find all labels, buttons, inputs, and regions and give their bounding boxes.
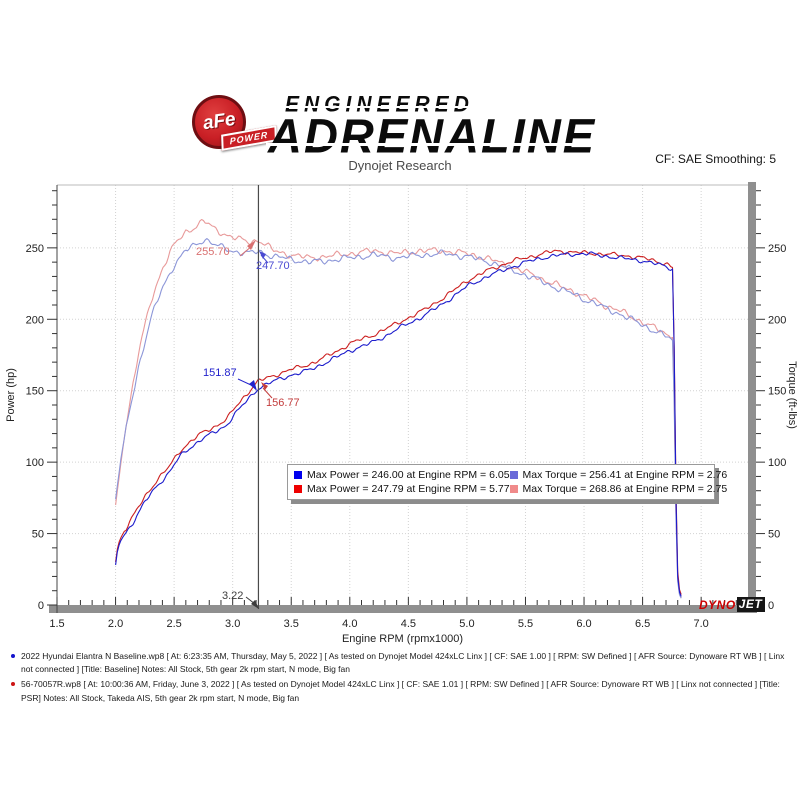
annotation-arrowhead <box>249 380 257 391</box>
annotation-leader <box>262 387 273 399</box>
run-bullet-baseline <box>11 654 15 658</box>
run-info-baseline: 2022 Hyundai Elantra N Baseline.wp8 [ At… <box>8 650 794 676</box>
x-tick-label: 4.0 <box>342 618 357 630</box>
dynojet-watermark-jet: JET <box>736 597 766 612</box>
y-tick-label-right: 150 <box>768 386 786 398</box>
run-info-takeda: 56-70057R.wp8 [ At: 10:00:36 AM, Friday,… <box>8 678 794 704</box>
brand-stencil-slit <box>283 106 473 108</box>
x-tick-label: 4.5 <box>401 618 416 630</box>
annotation-power-baseline-value: 151.87 <box>203 367 237 379</box>
legend-swatch-torque-baseline <box>509 471 518 479</box>
curve-power_baseline <box>115 251 682 597</box>
y-tick-label-left: 0 <box>38 600 44 612</box>
afe-logo: aFe <box>192 95 246 149</box>
legend-entry-max-torque-baseline: Max Torque = 256.41 at Engine RPM = 2.76 <box>509 468 728 482</box>
y-tick-label-right: 100 <box>768 457 786 469</box>
y-tick-label-left: 100 <box>26 457 44 469</box>
curve-power_takeda <box>115 249 682 595</box>
curve-torque_takeda <box>115 218 682 599</box>
annotation-torque-baseline-value: 247.70 <box>256 260 290 272</box>
y-axis-title-left: Power (hp) <box>5 368 17 422</box>
x-tick-label: 3.5 <box>284 618 299 630</box>
run-info-footer: 2022 Hyundai Elantra N Baseline.wp8 [ At… <box>8 650 794 707</box>
legend-swatch-power-takeda <box>294 485 302 493</box>
annotation-arrowhead <box>259 251 266 259</box>
brand-adrenaline: ADRENALINE <box>268 108 597 163</box>
y-tick-label-left: 200 <box>26 314 44 326</box>
dynojet-watermark-dyno: DYNO <box>699 597 736 612</box>
x-tick-label: 3.0 <box>225 618 240 630</box>
right-axis-bar <box>748 182 756 611</box>
afe-power-banner-text: POWER <box>229 129 269 147</box>
x-tick-label: 6.0 <box>576 618 591 630</box>
x-tick-label: 1.5 <box>49 618 64 630</box>
annotation-leader <box>237 378 252 386</box>
legend-label: Max Torque = 268.86 at Engine RPM = 2.75 <box>522 483 728 495</box>
y-tick-label-right: 0 <box>768 600 774 612</box>
x-axis-title: Engine RPM (rpmx1000) <box>342 633 463 645</box>
legend-label: Max Power = 246.00 at Engine RPM = 6.05 <box>307 469 510 481</box>
x-tick-label: 2.0 <box>108 618 123 630</box>
x-tick-label: 7.0 <box>694 618 709 630</box>
y-tick-label-right: 200 <box>768 314 786 326</box>
curve-torque_baseline <box>115 238 682 599</box>
afe-logo-text: aFe <box>201 108 237 135</box>
smoothing-label: CF: SAE Smoothing: 5 <box>655 152 776 166</box>
y-tick-label-left: 250 <box>26 243 44 255</box>
dyno-chart: 1.5 2.0 2.5 3.0 3.5 4.0 4.5 5.0 5.5 6.0 6.5 7.0 Engi… <box>5 182 798 645</box>
annotation-arrowhead <box>251 600 259 609</box>
legend-swatch-torque-takeda <box>509 485 518 493</box>
dynojet-watermark: DYNO JET <box>699 597 766 612</box>
y-tick-label-right: 50 <box>768 529 780 541</box>
legend-entry-max-power-baseline: Max Power = 246.00 at Engine RPM = 6.05 <box>294 468 510 482</box>
legend-entry-max-torque-takeda: Max Torque = 268.86 at Engine RPM = 2.75 <box>509 482 728 496</box>
legend-label: Max Power = 247.79 at Engine RPM = 5.77 <box>307 483 510 495</box>
run-info-text: 56-70057R.wp8 [ At: 10:00:36 AM, Friday,… <box>21 679 780 703</box>
annotation-arrowhead <box>247 240 256 250</box>
annotation-cursor-rpm-value: 3.22 <box>222 590 244 602</box>
x-tick-label: 6.5 <box>635 618 650 630</box>
annotation-power-takeda-value: 156.77 <box>266 397 300 409</box>
run-bullet-takeda <box>11 682 15 687</box>
dynojet-research-subtitle: Dynojet Research <box>348 158 452 173</box>
brand-stencil-slit <box>266 143 604 146</box>
run-info-text: 2022 Hyundai Elantra N Baseline.wp8 [ At… <box>21 651 785 675</box>
legend-entry-max-power-takeda: Max Power = 247.79 at Engine RPM = 5.77 <box>294 482 510 496</box>
annotation-torque-takeda-value: 255.70 <box>196 246 230 258</box>
brand-engineered: ENGINEERED <box>285 92 474 117</box>
y-tick-label-left: 150 <box>26 386 44 398</box>
legend-label: Max Torque = 256.41 at Engine RPM = 2.76 <box>522 469 728 481</box>
legend-box: Max Power = 246.00 at Engine RPM = 6.05 … <box>287 464 727 500</box>
x-tick-label: 2.5 <box>166 618 181 630</box>
y-tick-label-right: 250 <box>768 243 786 255</box>
x-axis-bar <box>49 605 757 613</box>
y-axis-title-right: Torque (ft-lbs) <box>786 361 798 429</box>
annotation-arrowhead <box>261 382 268 390</box>
x-tick-label: 5.5 <box>518 618 533 630</box>
y-tick-label-left: 50 <box>32 529 44 541</box>
x-tick-label: 5.0 <box>459 618 474 630</box>
legend-swatch-power-baseline <box>294 471 302 479</box>
